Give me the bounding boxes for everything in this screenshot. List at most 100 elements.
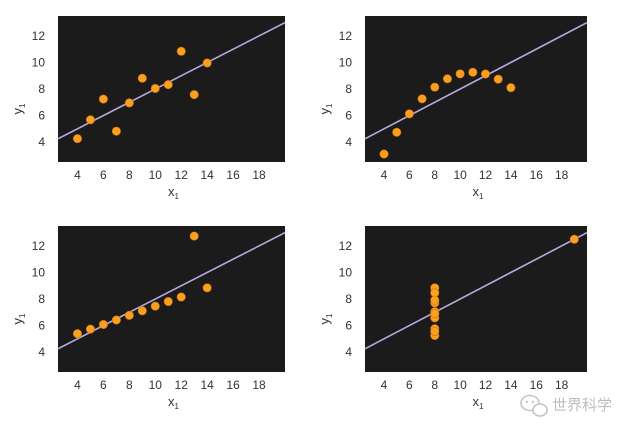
x-tick-label: 16 — [530, 168, 544, 182]
data-point — [189, 231, 199, 241]
data-point — [72, 329, 82, 339]
x-tick-label: 10 — [453, 168, 467, 182]
data-point — [137, 73, 147, 83]
y-tick-label: 8 — [345, 292, 352, 306]
x-tick-label: 4 — [381, 168, 388, 182]
data-point — [150, 301, 160, 311]
data-point — [202, 283, 212, 293]
y-tick-label: 4 — [38, 135, 45, 149]
chart-panel-1: 4 6 8 10 12 14 16 18 4 6 8 10 12 x1 y1 — [10, 16, 285, 201]
x-tick-label: 12 — [479, 168, 493, 182]
data-point — [98, 94, 108, 104]
x-tick-label: 6 — [406, 168, 413, 182]
data-point — [506, 83, 516, 93]
x-tick-label: 16 — [226, 378, 240, 392]
data-point — [85, 115, 95, 125]
y-tick-label: 12 — [339, 29, 353, 43]
y-tick-label: 6 — [345, 319, 352, 333]
regression-line — [58, 21, 285, 140]
y-tick-label: 6 — [38, 109, 45, 123]
data-point — [163, 80, 173, 90]
y-tick-label: 10 — [32, 55, 46, 69]
chart-panel-2: 4 6 8 10 12 14 16 18 4 6 8 10 12 x1 y1 — [317, 16, 587, 201]
x-tick-label: 10 — [453, 378, 467, 392]
y-axis-label: y1 — [10, 313, 27, 325]
x-tick-label: 12 — [175, 168, 189, 182]
x-axis-label: x1 — [473, 184, 485, 201]
x-tick-label: 8 — [126, 378, 133, 392]
data-point — [430, 82, 440, 92]
regression-line — [365, 231, 587, 350]
x-tick-label: 8 — [431, 378, 438, 392]
x-tick-label: 6 — [100, 378, 107, 392]
x-axis-label: x1 — [168, 394, 180, 411]
data-point — [442, 74, 452, 84]
x-tick-label: 18 — [252, 378, 266, 392]
x-tick-label: 10 — [149, 378, 163, 392]
x-axis-label: x1 — [473, 394, 485, 411]
y-tick-label: 8 — [38, 292, 45, 306]
plot-area — [365, 226, 587, 372]
data-point — [202, 58, 212, 68]
wechat-icon — [520, 394, 548, 417]
y-tick-label: 12 — [339, 239, 353, 253]
chart-panel-4: 4 6 8 10 12 14 16 18 4 6 8 10 12 x1 y1 — [317, 226, 587, 411]
y-tick-label: 4 — [345, 135, 352, 149]
data-point — [493, 74, 503, 84]
data-point — [430, 295, 440, 305]
y-tick-label: 4 — [38, 345, 45, 359]
regression-line — [58, 231, 285, 350]
y-tick-label: 12 — [32, 29, 46, 43]
x-tick-label: 14 — [200, 378, 214, 392]
x-tick-label: 10 — [149, 168, 163, 182]
x-tick-label: 8 — [431, 168, 438, 182]
data-point — [430, 309, 440, 319]
x-tick-label: 14 — [200, 168, 214, 182]
data-point — [85, 324, 95, 334]
x-tick-label: 4 — [381, 378, 388, 392]
data-point — [189, 90, 199, 100]
y-axis-label: y1 — [10, 103, 27, 115]
regression-line — [365, 21, 587, 140]
data-point — [569, 234, 579, 244]
data-point — [124, 98, 134, 108]
x-tick-label: 18 — [555, 168, 569, 182]
x-tick-label: 14 — [504, 168, 518, 182]
x-tick-label: 18 — [252, 168, 266, 182]
y-tick-label: 8 — [38, 82, 45, 96]
x-tick-label: 14 — [504, 378, 518, 392]
y-tick-label: 6 — [345, 109, 352, 123]
y-tick-label: 10 — [339, 265, 353, 279]
data-point — [430, 326, 440, 336]
data-point — [379, 149, 389, 159]
data-point — [72, 134, 82, 144]
y-tick-label: 10 — [32, 265, 46, 279]
data-point — [392, 127, 402, 137]
x-tick-label: 18 — [555, 378, 569, 392]
data-point — [150, 83, 160, 93]
y-tick-label: 6 — [38, 319, 45, 333]
data-point — [468, 67, 478, 77]
x-tick-label: 12 — [479, 378, 493, 392]
chart-panel-3: 4 6 8 10 12 14 16 18 4 6 8 10 12 x1 y1 — [10, 226, 285, 411]
data-point — [455, 69, 465, 79]
plot-area — [58, 16, 285, 162]
x-tick-label: 6 — [100, 168, 107, 182]
data-point — [417, 94, 427, 104]
data-point — [124, 310, 134, 320]
y-tick-label: 4 — [345, 345, 352, 359]
data-point — [481, 69, 491, 79]
plot-area — [365, 16, 587, 162]
x-tick-label: 4 — [74, 168, 81, 182]
data-point — [176, 292, 186, 302]
data-point — [163, 297, 173, 307]
watermark-text: 世界科学 — [552, 396, 612, 414]
y-tick-label: 8 — [345, 82, 352, 96]
x-tick-label: 6 — [406, 378, 413, 392]
data-point — [111, 126, 121, 136]
y-tick-label: 10 — [339, 55, 353, 69]
x-tick-label: 12 — [175, 378, 189, 392]
x-tick-label: 16 — [530, 378, 544, 392]
data-point — [98, 319, 108, 329]
